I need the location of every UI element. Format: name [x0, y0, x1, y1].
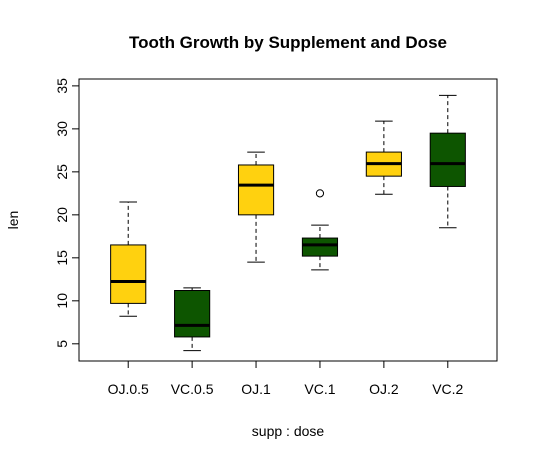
- x-tick-label: OJ.2: [369, 381, 399, 397]
- box-VC-1: [301, 189, 339, 271]
- x-axis: OJ.0.5 VC.0.5 OJ.1 VC.1 OJ.2 VC.2: [108, 360, 464, 397]
- y-axis: 5 10 15 20 25 30 35: [54, 78, 80, 348]
- box-VC-2: [429, 94, 466, 229]
- box-body: [237, 164, 275, 216]
- x-tick-label: VC.1: [304, 381, 335, 397]
- chart-title: Tooth Growth by Supplement and Dose: [129, 33, 447, 52]
- y-tick-label: 5: [54, 340, 70, 348]
- box-body: [429, 132, 466, 187]
- y-axis-label: len: [5, 211, 21, 230]
- y-tick-label: 10: [54, 293, 70, 309]
- box-body: [301, 237, 339, 257]
- plot-frame: [78, 78, 498, 362]
- x-tick-label: VC.0.5: [171, 381, 214, 397]
- x-tick-label: OJ.0.5: [108, 381, 149, 397]
- y-tick-label: 15: [54, 250, 70, 266]
- y-tick-label: 30: [54, 121, 70, 137]
- x-tick-label: OJ.1: [241, 381, 271, 397]
- boxes-group: [110, 94, 466, 352]
- y-tick-label: 20: [54, 207, 70, 223]
- box-OJ-2: [365, 120, 402, 195]
- box-VC-0-5: [174, 287, 211, 352]
- x-tick-label: VC.2: [432, 381, 463, 397]
- outlier-point: [315, 189, 325, 198]
- y-tick-label: 35: [54, 78, 70, 94]
- box-body: [110, 244, 147, 304]
- box-OJ-1: [237, 151, 275, 263]
- box-body: [174, 290, 211, 338]
- box-OJ-0-5: [110, 201, 147, 317]
- x-axis-label: supp : dose: [252, 423, 325, 439]
- y-tick-label: 25: [54, 164, 70, 180]
